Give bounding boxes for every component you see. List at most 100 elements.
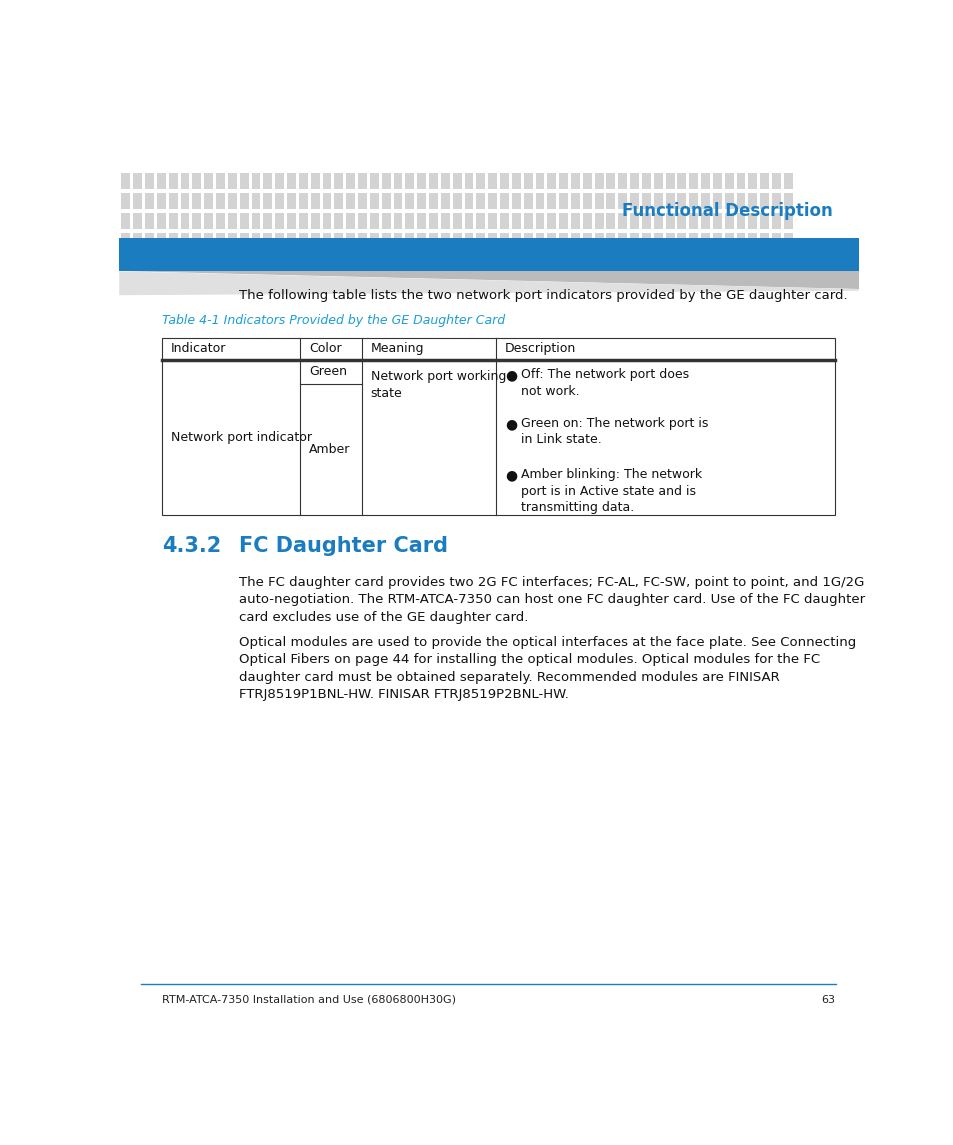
Bar [346, 254, 355, 270]
Text: The FC daughter card provides two 2G FC interfaces; FC-AL, FC-SW, point to point: The FC daughter card provides two 2G FC … [239, 576, 864, 624]
Bar [335, 213, 343, 229]
Bar [133, 234, 142, 250]
Bar [641, 173, 650, 189]
Text: Green on: The network port is
in Link state.: Green on: The network port is in Link st… [521, 417, 708, 447]
Bar [700, 213, 709, 229]
Bar [216, 254, 225, 270]
Text: 4.3.2: 4.3.2 [162, 536, 221, 556]
Bar [204, 173, 213, 189]
Bar [322, 213, 331, 229]
Bar [180, 194, 190, 208]
Bar [228, 213, 236, 229]
Bar [700, 194, 709, 208]
Bar [665, 213, 674, 229]
Bar [370, 194, 378, 208]
Bar [145, 194, 153, 208]
Text: ●: ● [505, 417, 517, 431]
Bar [499, 254, 508, 270]
Bar [394, 234, 402, 250]
Bar [440, 234, 449, 250]
Bar [335, 254, 343, 270]
Bar [665, 254, 674, 270]
Bar [653, 194, 662, 208]
Bar [641, 234, 650, 250]
Bar [216, 213, 225, 229]
Bar [357, 213, 367, 229]
Bar [571, 173, 579, 189]
Bar [453, 234, 461, 250]
Bar [394, 194, 402, 208]
Bar [157, 213, 166, 229]
Bar [405, 173, 414, 189]
Bar [512, 194, 520, 208]
Bar [169, 173, 177, 189]
Bar [298, 194, 308, 208]
Bar [121, 213, 131, 229]
Text: Description: Description [505, 342, 576, 355]
Bar [594, 254, 603, 270]
Bar [488, 194, 497, 208]
Bar [476, 234, 485, 250]
Bar [476, 194, 485, 208]
Bar [535, 234, 544, 250]
Bar [558, 234, 567, 250]
Bar [133, 173, 142, 189]
Bar [760, 194, 768, 208]
Bar [535, 173, 544, 189]
Bar [357, 254, 367, 270]
Bar [618, 234, 626, 250]
Bar [335, 173, 343, 189]
Bar [157, 234, 166, 250]
Bar [653, 234, 662, 250]
Bar [440, 173, 449, 189]
Bar [228, 234, 236, 250]
Bar [216, 234, 225, 250]
Bar [440, 254, 449, 270]
Bar [145, 213, 153, 229]
Bar [630, 254, 639, 270]
Bar [429, 194, 437, 208]
Bar [239, 234, 249, 250]
Bar [119, 238, 858, 271]
Bar [119, 297, 858, 1019]
Bar [582, 173, 591, 189]
Bar [275, 173, 284, 189]
Bar [370, 213, 378, 229]
Bar [275, 194, 284, 208]
Bar [488, 213, 497, 229]
Bar [512, 254, 520, 270]
Bar [571, 234, 579, 250]
Bar [311, 173, 319, 189]
Bar [641, 194, 650, 208]
Bar [322, 194, 331, 208]
Bar [416, 194, 426, 208]
Bar [558, 254, 567, 270]
Bar [239, 194, 249, 208]
Text: Optical modules are used to provide the optical interfaces at the face plate. Se: Optical modules are used to provide the … [239, 635, 856, 701]
Bar [381, 234, 390, 250]
Bar [228, 194, 236, 208]
Bar [311, 194, 319, 208]
Bar [630, 173, 639, 189]
Bar [523, 173, 532, 189]
Bar [476, 213, 485, 229]
Bar [381, 254, 390, 270]
Bar [512, 213, 520, 229]
Bar [558, 173, 567, 189]
Bar [748, 194, 757, 208]
Text: ●: ● [505, 468, 517, 482]
Bar [121, 173, 131, 189]
Text: Amber: Amber [309, 443, 351, 456]
Bar [760, 173, 768, 189]
Bar [193, 254, 201, 270]
Bar [169, 194, 177, 208]
Bar [252, 213, 260, 229]
Bar [783, 234, 792, 250]
Text: Color: Color [309, 342, 341, 355]
Bar [287, 254, 295, 270]
Bar [121, 234, 131, 250]
Bar [582, 213, 591, 229]
Bar [594, 213, 603, 229]
Bar [488, 173, 497, 189]
Bar [121, 254, 131, 270]
